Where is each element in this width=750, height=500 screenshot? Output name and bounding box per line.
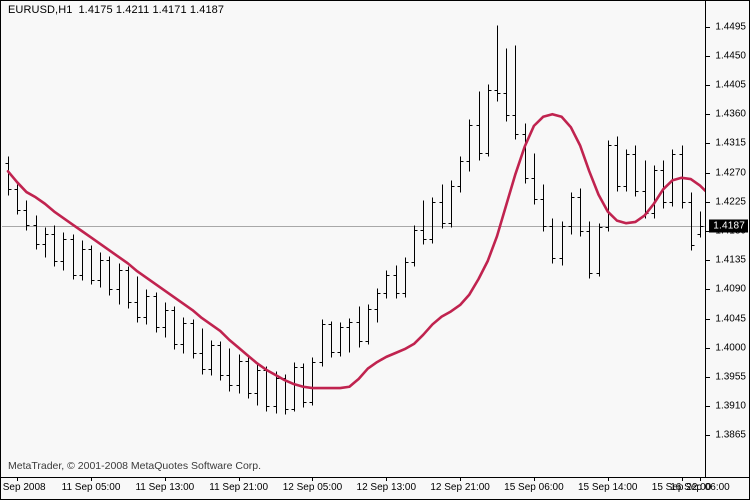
- time-axis-tick: [91, 477, 92, 481]
- time-axis-label: 12 Sep 21:00: [430, 482, 490, 493]
- time-axis-label: 15 Sep 22:00: [651, 482, 712, 493]
- price-axis-tick: [706, 56, 710, 57]
- price-axis-tick: [706, 173, 710, 174]
- time-axis-tick: [608, 477, 609, 481]
- chart-canvas[interactable]: [2, 2, 706, 478]
- price-axis-label: 1.4045: [715, 313, 746, 325]
- price-axis-tick: [706, 27, 710, 28]
- price-axis-tick: [706, 348, 710, 349]
- price-axis-label: 1.4405: [715, 79, 746, 91]
- time-axis-tick: [682, 477, 683, 481]
- time-axis-label: 11 Sep 21:00: [209, 482, 269, 493]
- ohlc-bars: [5, 25, 704, 415]
- price-axis-tick: [706, 202, 710, 203]
- ohlc-quote-label: 1.4175 1.4211 1.4171 1.4187: [78, 4, 225, 16]
- price-scale-axis[interactable]: 1.4495 1.4450 1.4405 1.4360 1.4315 1.4270 1.42…: [705, 0, 750, 478]
- price-axis-label: 1.3865: [715, 429, 746, 441]
- price-axis-label: 1.4270: [715, 167, 746, 179]
- price-axis-tick: [706, 289, 710, 290]
- time-axis-tick: [17, 477, 18, 481]
- time-axis-label: 12 Sep 13:00: [356, 482, 417, 493]
- time-axis-tick: [700, 477, 701, 481]
- price-axis-label: 1.3955: [715, 371, 746, 383]
- price-axis-label: 1.4225: [715, 196, 746, 208]
- price-axis-label: 1.4090: [715, 283, 746, 295]
- time-axis-label: 15 Sep 06:00: [504, 482, 564, 493]
- time-axis-label: 10 Sep 2008: [0, 482, 46, 493]
- price-axis-tick: [706, 435, 710, 436]
- chart-svg: [2, 25, 706, 415]
- price-axis-tick: [706, 260, 710, 261]
- time-axis-label: 16 Sep 06:00: [670, 482, 730, 493]
- price-axis-label: 1.4450: [715, 50, 746, 62]
- moving-average-line: [6, 112, 706, 390]
- price-axis-tick: [706, 377, 710, 378]
- time-axis-tick: [460, 477, 461, 481]
- price-axis-label: 1.3910: [715, 400, 746, 412]
- price-axis-tick: [706, 143, 710, 144]
- price-axis-tick: [706, 406, 710, 407]
- time-axis-label: 12 Sep 05:00: [282, 482, 343, 493]
- time-scale-axis[interactable]: 10 Sep 2008 11 Sep 05:00 11 Sep 13:00 11 Se…: [0, 477, 750, 500]
- time-axis-label: 11 Sep 05:00: [61, 482, 121, 493]
- symbol-header: EURUSD,H1 1.4175 1.4211 1.4171 1.4187: [8, 4, 224, 16]
- price-axis-label: 1.4315: [715, 137, 746, 149]
- price-axis-tick: [706, 114, 710, 115]
- symbol-period-label: EURUSD,H1: [8, 4, 73, 16]
- time-axis-tick: [312, 477, 313, 481]
- time-axis-tick: [165, 477, 166, 481]
- price-axis-tick: [706, 319, 710, 320]
- copyright-notice: MetaTrader, © 2001-2008 MetaQuotes Softw…: [8, 460, 262, 472]
- current-price-tag: 1.4187: [709, 219, 748, 233]
- price-axis-label: 1.4360: [715, 108, 746, 120]
- price-axis-label: 1.4135: [715, 254, 746, 266]
- time-axis-tick: [239, 477, 240, 481]
- time-axis-label: 11 Sep 13:00: [135, 482, 195, 493]
- price-axis-tick: [706, 231, 710, 232]
- time-axis-tick: [386, 477, 387, 481]
- time-axis-label: 15 Sep 14:00: [577, 482, 638, 493]
- price-axis-label: 1.4495: [715, 21, 746, 33]
- chart-plot-area[interactable]: EURUSD,H1 1.4175 1.4211 1.4171 1.4187 Met…: [0, 0, 706, 478]
- price-axis-label: 1.4000: [715, 342, 746, 354]
- time-axis-tick: [534, 477, 535, 481]
- price-axis-tick: [706, 85, 710, 86]
